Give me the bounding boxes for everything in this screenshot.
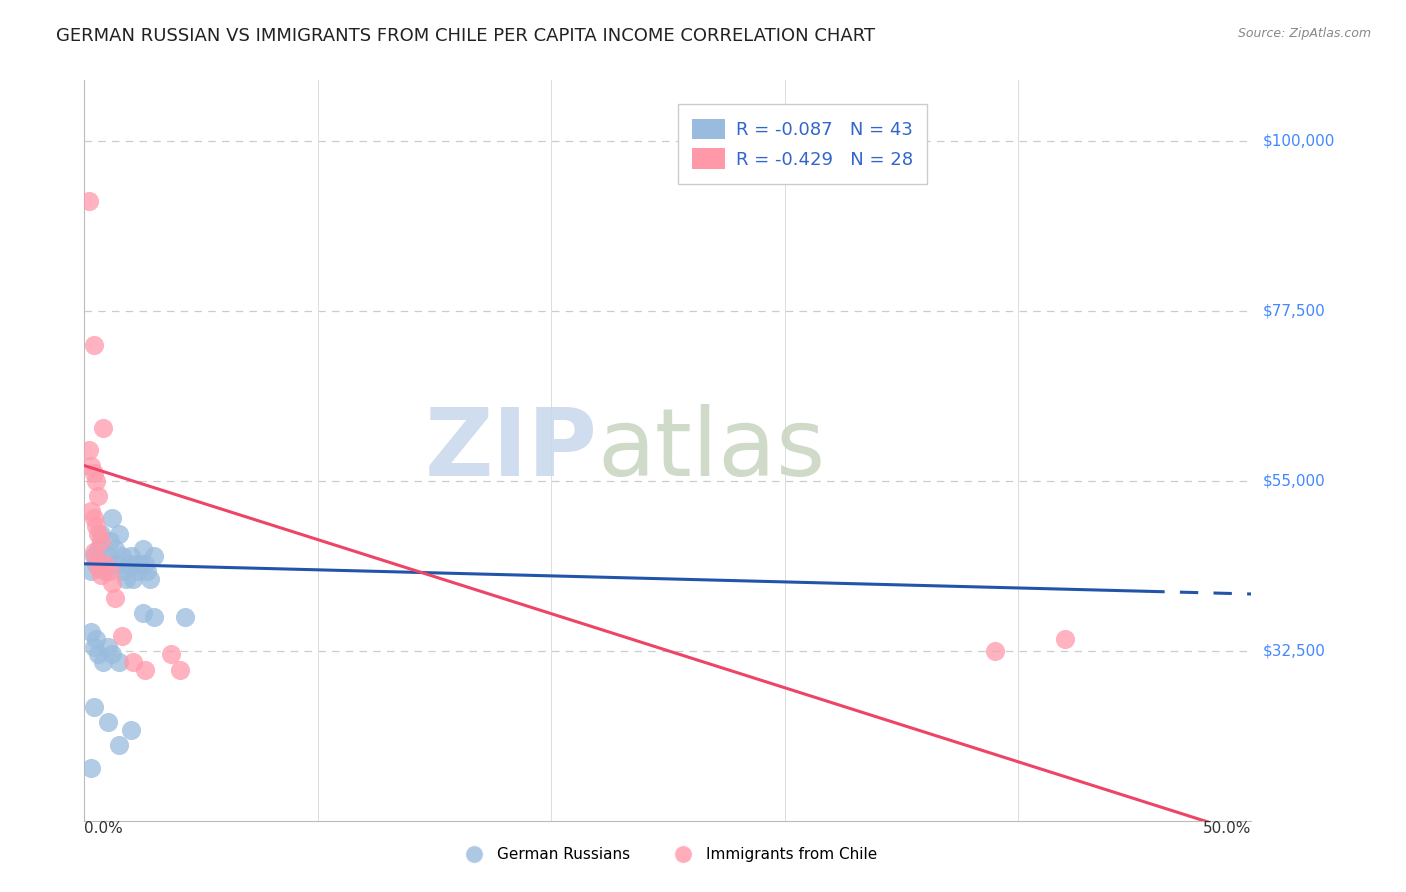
Point	[125, 557, 148, 571]
Point	[80, 624, 103, 639]
Point	[1053, 632, 1076, 647]
Point	[91, 655, 114, 669]
Point	[118, 557, 141, 571]
Point	[84, 553, 107, 567]
Point	[94, 565, 117, 579]
Point	[101, 511, 124, 525]
Point	[132, 606, 155, 620]
Point	[129, 557, 152, 571]
Point	[87, 489, 110, 503]
Point	[77, 194, 100, 209]
Text: Source: ZipAtlas.com: Source: ZipAtlas.com	[1237, 27, 1371, 40]
Text: 0.0%: 0.0%	[84, 821, 124, 836]
Point	[104, 541, 127, 556]
Text: 50.0%: 50.0%	[1204, 821, 1251, 836]
Point	[98, 534, 121, 549]
Point	[134, 663, 156, 677]
Text: ZIP: ZIP	[425, 404, 598, 497]
Point	[101, 648, 124, 662]
Point	[90, 526, 112, 541]
Point	[91, 557, 114, 571]
Point	[84, 474, 107, 488]
Point	[97, 640, 120, 654]
Point	[143, 609, 166, 624]
Point	[87, 648, 110, 662]
Point	[138, 572, 160, 586]
Text: atlas: atlas	[598, 404, 827, 497]
Point	[108, 526, 131, 541]
Legend: German Russians, Immigrants from Chile: German Russians, Immigrants from Chile	[453, 841, 883, 869]
Point	[127, 565, 149, 579]
Text: $55,000: $55,000	[1263, 473, 1326, 488]
Point	[84, 519, 107, 533]
Point	[104, 591, 127, 605]
Point	[80, 458, 103, 473]
Point	[112, 565, 135, 579]
Point	[83, 640, 105, 654]
Point	[122, 655, 145, 669]
Point	[83, 337, 105, 351]
Point	[108, 738, 131, 752]
Point	[94, 557, 117, 571]
Point	[84, 557, 107, 571]
Point	[80, 761, 103, 775]
Point	[91, 421, 114, 435]
Point	[115, 572, 138, 586]
Point	[80, 504, 103, 518]
Point	[90, 534, 112, 549]
Point	[83, 700, 105, 714]
Point	[97, 715, 120, 730]
Point	[122, 572, 145, 586]
Point	[87, 541, 110, 556]
Point	[120, 723, 142, 737]
Point	[169, 663, 191, 677]
Point	[159, 648, 181, 662]
Point	[80, 565, 103, 579]
Point	[83, 466, 105, 480]
Point	[83, 511, 105, 525]
Point	[101, 575, 124, 590]
Point	[90, 568, 112, 582]
Point	[134, 557, 156, 571]
Point	[111, 549, 134, 564]
Point	[84, 632, 107, 647]
Point	[111, 629, 134, 643]
Point	[87, 560, 110, 574]
Point	[136, 565, 159, 579]
Point	[98, 565, 121, 579]
Point	[87, 526, 110, 541]
Point	[120, 549, 142, 564]
Point	[132, 541, 155, 556]
Text: $32,500: $32,500	[1263, 643, 1326, 658]
Text: $77,500: $77,500	[1263, 303, 1326, 318]
Point	[143, 549, 166, 564]
Point	[77, 443, 100, 458]
Point	[83, 549, 105, 564]
Text: $100,000: $100,000	[1263, 133, 1336, 148]
Text: GERMAN RUSSIAN VS IMMIGRANTS FROM CHILE PER CAPITA INCOME CORRELATION CHART: GERMAN RUSSIAN VS IMMIGRANTS FROM CHILE …	[56, 27, 876, 45]
Point	[105, 557, 128, 571]
Point	[97, 549, 120, 564]
Point	[173, 609, 195, 624]
Point	[108, 655, 131, 669]
Point	[83, 545, 105, 559]
Point	[983, 643, 1005, 657]
